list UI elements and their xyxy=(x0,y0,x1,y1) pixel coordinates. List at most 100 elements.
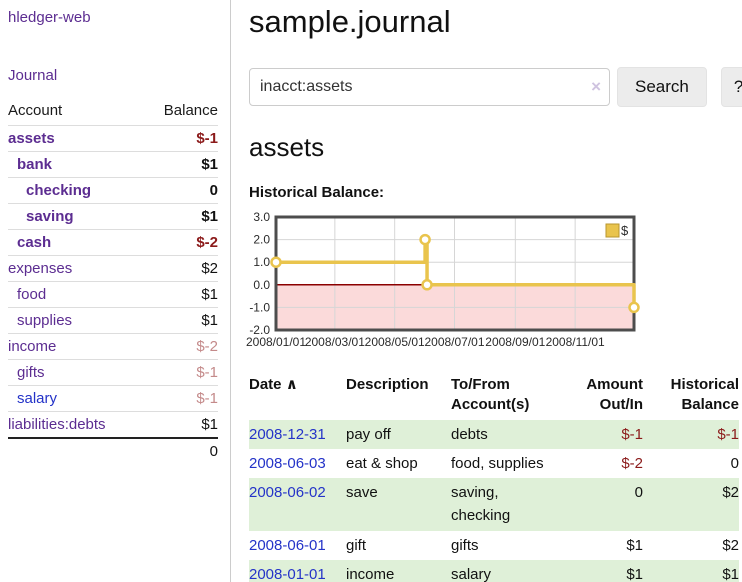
column-header-date[interactable]: Date ∧ xyxy=(249,373,346,420)
y-tick-label: 3.0 xyxy=(253,210,270,224)
account-row: supplies $1 xyxy=(8,307,218,334)
column-header-date-label: Date xyxy=(249,376,282,393)
transaction-balance: 0 xyxy=(730,454,739,472)
x-tick-label: 2008/01/01 xyxy=(246,335,306,349)
transactions-table: Date ∧ Description To/From Account(s) Am… xyxy=(249,373,739,582)
help-button[interactable]: ? xyxy=(720,67,742,107)
accounts-header-balance: Balance xyxy=(163,102,218,119)
search-input[interactable] xyxy=(249,68,610,106)
account-balance: $1 xyxy=(142,307,218,334)
transaction-accounts: debts xyxy=(451,425,488,443)
transaction-description: pay off xyxy=(346,425,391,443)
x-tick-label: 2008/11/01 xyxy=(546,335,605,349)
column-header-accounts[interactable]: To/From Account(s) xyxy=(451,376,530,414)
account-row: bank $1 xyxy=(8,151,218,178)
account-link[interactable]: income xyxy=(8,338,57,355)
account-link[interactable]: gifts xyxy=(17,364,45,381)
legend-swatch xyxy=(605,223,620,238)
transaction-description: income xyxy=(346,565,395,582)
sidebar-item-journal[interactable]: Journal xyxy=(8,67,58,84)
transaction-row: 2008-06-01 gift gifts $1 $2 xyxy=(249,531,739,560)
transaction-row: 2008-01-01 income salary $1 $1 xyxy=(249,559,739,582)
transaction-row: 2008-06-03 eat & shop food, supplies $-2 0 xyxy=(249,449,739,478)
account-row: gifts $-1 xyxy=(8,359,218,386)
transaction-date-link[interactable]: 2008-06-03 xyxy=(249,454,326,472)
chart-label: Historical Balance: xyxy=(249,184,385,201)
data-point-marker xyxy=(421,279,433,291)
transaction-balance: $1 xyxy=(722,565,739,582)
transaction-accounts: gifts xyxy=(451,536,479,554)
accounts-total-row: 0 xyxy=(8,437,218,464)
account-row: salary $-1 xyxy=(8,385,218,412)
column-header-amount[interactable]: Amount Out/In xyxy=(586,376,643,414)
transaction-date-link[interactable]: 2008-12-31 xyxy=(249,425,326,443)
y-tick-label: -2.0 xyxy=(249,323,270,337)
transaction-date-link[interactable]: 2008-06-02 xyxy=(249,484,326,501)
x-tick-label: 2008/09/01 xyxy=(485,335,545,349)
transaction-amount: 0 xyxy=(634,484,643,501)
column-header-description[interactable]: Description xyxy=(346,376,429,393)
transaction-balance: $2 xyxy=(722,536,739,554)
x-tick-label: 2008/03/01 xyxy=(305,335,365,349)
app-title-link[interactable]: hledger-web xyxy=(8,9,91,26)
account-row: food $1 xyxy=(8,281,218,308)
account-row: assets $-1 xyxy=(8,125,218,152)
account-balance: $1 xyxy=(142,151,218,178)
data-point-marker xyxy=(270,256,282,268)
column-header-balance[interactable]: Historical Balance xyxy=(670,376,739,414)
transaction-amount: $-1 xyxy=(621,425,643,443)
transaction-amount: $-2 xyxy=(621,454,643,472)
accounts-total: 0 xyxy=(142,437,218,464)
account-link[interactable]: supplies xyxy=(17,312,73,329)
transaction-date-link[interactable]: 2008-01-01 xyxy=(249,565,326,582)
account-row: expenses $2 xyxy=(8,255,218,282)
transaction-balance: $2 xyxy=(722,484,739,501)
account-link[interactable]: assets xyxy=(8,130,55,147)
account-link[interactable]: bank xyxy=(17,156,53,173)
transaction-accounts: saving, checking xyxy=(451,484,511,525)
transaction-accounts: salary xyxy=(451,565,492,582)
account-balance: $2 xyxy=(142,255,218,282)
account-row: saving $1 xyxy=(8,203,218,230)
account-link[interactable]: checking xyxy=(26,182,92,199)
y-tick-label: -1.0 xyxy=(249,300,270,314)
page-title: sample.journal xyxy=(249,4,451,39)
account-link[interactable]: saving xyxy=(26,208,74,225)
account-balance: $-1 xyxy=(142,385,218,412)
account-row: liabilities:debts $1 xyxy=(8,411,218,438)
account-balance: $-2 xyxy=(142,333,218,360)
account-heading: assets xyxy=(249,132,325,162)
transaction-balance: $-1 xyxy=(717,425,739,443)
y-tick-label: 1.0 xyxy=(253,255,270,269)
account-link[interactable]: cash xyxy=(17,234,52,251)
account-balance: $-1 xyxy=(142,125,218,152)
sidebar: hledger-web Journal Account Balance asse… xyxy=(0,0,231,582)
data-point-marker xyxy=(628,301,640,314)
transaction-row: 2008-06-02 save saving, checking 0 $2 xyxy=(249,478,739,531)
account-link[interactable]: food xyxy=(17,286,47,303)
sort-ascending-icon: ∧ xyxy=(285,376,298,393)
account-link[interactable]: salary xyxy=(17,390,58,407)
account-row: cash $-2 xyxy=(8,229,218,256)
accounts-table: Account Balance assets $-1 bank $1 checking 0… xyxy=(8,99,218,464)
transactions-body: 2008-12-31 pay off debts $-1 $-1 2008-06-03 ea… xyxy=(249,419,739,582)
transaction-date-link[interactable]: 2008-06-01 xyxy=(249,536,326,554)
x-tick-label: 2008/05/01 xyxy=(365,335,425,349)
account-row: checking 0 xyxy=(8,177,218,204)
account-balance: $1 xyxy=(142,281,218,308)
transaction-description: save xyxy=(346,484,378,501)
account-link[interactable]: expenses xyxy=(8,260,73,277)
account-link[interactable]: liabilities:debts xyxy=(8,416,106,433)
search-button[interactable]: Search xyxy=(617,67,707,107)
account-balance: $1 xyxy=(142,203,218,230)
transaction-row: 2008-12-31 pay off debts $-1 $-1 xyxy=(249,419,739,449)
account-balance: $1 xyxy=(142,411,218,438)
accounts-body: assets $-1 bank $1 checking 0 saving $1 cash $-2 e… xyxy=(8,125,218,464)
accounts-header-account: Account xyxy=(8,102,63,119)
x-tick-label: 2008/07/01 xyxy=(424,335,484,349)
main-content: sample.journal × Search ? assets Histori… xyxy=(231,0,742,582)
clear-search-icon[interactable]: × xyxy=(591,77,601,96)
legend-label: $ xyxy=(621,223,629,238)
data-point-marker xyxy=(419,233,431,246)
